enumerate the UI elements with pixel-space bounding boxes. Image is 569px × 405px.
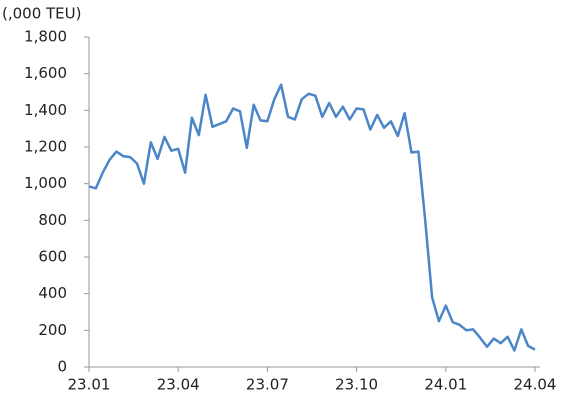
y-tick-label: 800 bbox=[38, 211, 67, 229]
x-tick-label: 23.01 bbox=[68, 376, 111, 394]
y-tick-label: 200 bbox=[38, 321, 67, 339]
y-tick-label: 1,000 bbox=[24, 174, 67, 192]
y-tick-label: 1,600 bbox=[24, 64, 67, 82]
y-tick-label: 1,200 bbox=[24, 138, 67, 156]
x-tick-label: 23.07 bbox=[246, 376, 289, 394]
x-tick-label: 23.04 bbox=[157, 376, 200, 394]
y-tick-label: 400 bbox=[38, 284, 67, 302]
y-tick-label: 1,800 bbox=[24, 28, 67, 46]
y-tick-label: 600 bbox=[38, 248, 67, 266]
data-line bbox=[88, 83, 536, 352]
x-tick-label: 24.04 bbox=[514, 376, 557, 394]
y-tick-label: 1,400 bbox=[24, 101, 67, 119]
y-axis-unit: (,000 TEU) bbox=[2, 5, 82, 23]
x-tick-label: 24.01 bbox=[424, 376, 467, 394]
y-tick-label: 0 bbox=[57, 358, 67, 376]
x-tick-label: 23.10 bbox=[335, 376, 378, 394]
